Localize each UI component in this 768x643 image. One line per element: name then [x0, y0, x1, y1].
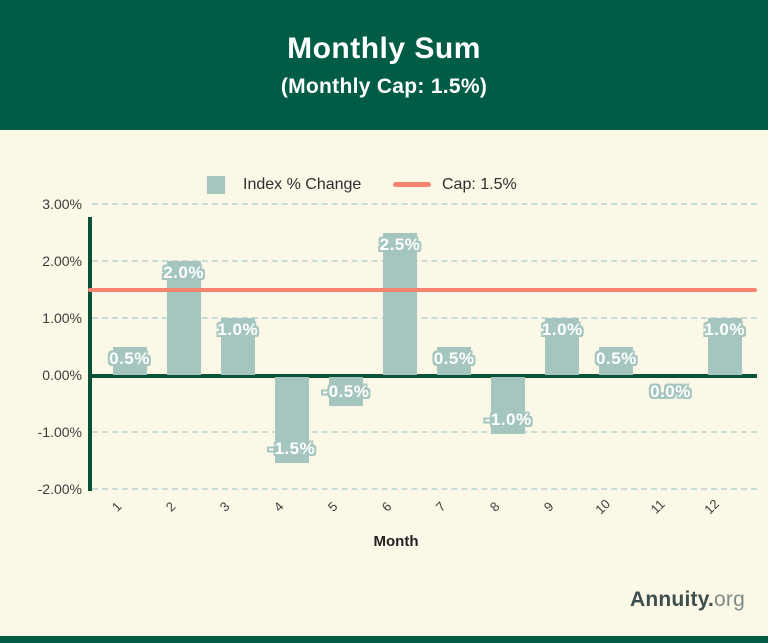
x-tick-label: 10: [592, 496, 614, 518]
bar-value-label: 2.0%: [163, 263, 204, 282]
legend-label-cap: Cap: 1.5%: [442, 176, 517, 193]
x-tick-label: 7: [432, 498, 449, 515]
y-tick-label: 1.00%: [42, 310, 82, 326]
x-tick-label: 4: [270, 498, 287, 515]
bar-month-8: [491, 377, 526, 434]
brand-logo-light: org: [714, 588, 745, 611]
zero-baseline: [88, 374, 757, 378]
bar-month-12: [707, 318, 742, 375]
bar-month-10: [599, 346, 634, 375]
bar-value-label: 0.5%: [596, 348, 637, 368]
bar-month-2: [166, 261, 201, 375]
y-axis-line: [88, 217, 92, 491]
gridline--1.00%: [92, 431, 757, 433]
bar-month-1: [112, 346, 147, 375]
bar-month-7: [437, 346, 472, 375]
footer-accent-bar: [0, 636, 768, 643]
bar-value-label: -1.5%: [268, 438, 316, 458]
gridline--2.00%: [92, 488, 757, 490]
x-tick-label: 9: [541, 498, 557, 515]
bar-value-label: 0.5%: [433, 348, 475, 368]
bar-value-label: -0.5%: [322, 381, 370, 401]
brand-logo: Annuity.org: [630, 588, 745, 612]
header-banner: Monthly Sum (Monthly Cap: 1.5%): [0, 0, 768, 130]
x-tick-label: 11: [647, 496, 668, 517]
y-tick-label: 3.00%: [42, 196, 82, 212]
bar-value-label: 1.0%: [217, 320, 259, 339]
x-tick-label: 6: [378, 498, 395, 515]
legend-swatch-index-change: [207, 176, 225, 194]
x-tick-label: 3: [216, 498, 233, 515]
bar-value-label: 2.5%: [379, 234, 421, 254]
bar-month-6: [383, 232, 417, 375]
x-tick-label: 12: [700, 496, 722, 518]
chart-subtitle: (Monthly Cap: 1.5%): [280, 74, 488, 98]
x-axis-title: Month: [373, 533, 419, 550]
bar-value-label: 0.5%: [109, 348, 150, 368]
y-tick-label: 2.00%: [42, 253, 82, 269]
legend-label-index-change: Index % Change: [243, 176, 362, 193]
gridline-1.00%: [92, 317, 757, 319]
bar-month-9: [545, 318, 580, 375]
gridline-3.00%: [92, 203, 757, 205]
y-tick-label: 0.00%: [42, 367, 82, 383]
x-tick-label: 5: [324, 498, 341, 515]
x-tick-label: 8: [486, 498, 503, 515]
y-tick-label: -2.00%: [37, 481, 82, 497]
gridline-2.00%: [92, 260, 757, 262]
y-tick-label: -1.00%: [37, 424, 82, 440]
bar-month-4: [274, 377, 309, 463]
x-tick-label: 2: [162, 498, 179, 515]
x-tick-label: 1: [108, 498, 125, 515]
chart-title: Monthly Sum: [287, 31, 481, 65]
bar-month-3: [220, 318, 255, 375]
legend-cap-line-sample: [393, 182, 431, 187]
bar-value-label: -1.0%: [484, 410, 532, 429]
cap-line: [88, 287, 757, 292]
bar-month-5: [328, 377, 363, 406]
bar-value-label: 1.0%: [704, 320, 745, 339]
bar-value-label: 0.0%: [650, 382, 691, 401]
bar-value-label: 1.0%: [541, 320, 583, 339]
brand-logo-bold: Annuity.: [630, 588, 715, 611]
